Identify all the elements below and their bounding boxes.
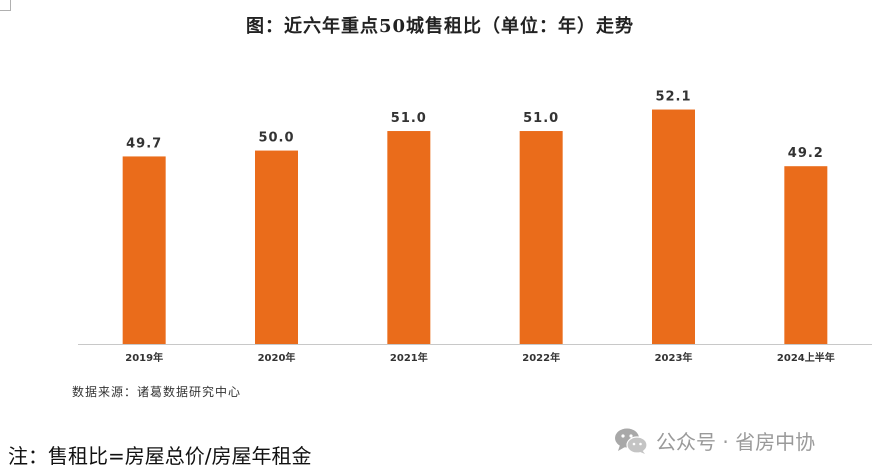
bar	[255, 150, 298, 344]
chart-title: 图：近六年重点50城售租比（单位：年）走势	[245, 16, 635, 37]
x-tick-label: 2021年	[390, 351, 428, 364]
footer-note: 注：售租比=房屋总价/房屋年租金	[8, 444, 312, 468]
data-label: 49.2	[788, 146, 824, 161]
bar-chart: 49.7 2019年 50.0 2020年 51.0 2021年 51.0 2022年 52.1…	[78, 90, 872, 364]
source-note: 数据来源：诸葛数据研究中心	[72, 385, 242, 399]
watermark: 公众号 · 省房中协	[614, 426, 815, 455]
corner-mark	[0, 0, 11, 11]
data-label: 49.7	[126, 136, 162, 151]
watermark-text: 公众号 · 省房中协	[656, 430, 816, 454]
bar	[652, 109, 695, 345]
data-label: 52.1	[655, 90, 691, 105]
data-label: 50.0	[258, 131, 294, 146]
bar	[519, 131, 563, 344]
data-label: 51.0	[523, 111, 559, 126]
x-tick-label: 2023年	[655, 351, 693, 364]
wechat-icon	[615, 428, 648, 454]
bar	[784, 166, 828, 344]
x-tick-label: 2020年	[258, 351, 296, 364]
data-label: 51.0	[391, 111, 427, 126]
x-tick-label: 2024上半年	[777, 351, 835, 364]
x-tick-label: 2022年	[522, 351, 560, 364]
x-tick-label: 2019年	[125, 351, 163, 364]
bar	[122, 156, 166, 344]
bar	[387, 131, 431, 344]
